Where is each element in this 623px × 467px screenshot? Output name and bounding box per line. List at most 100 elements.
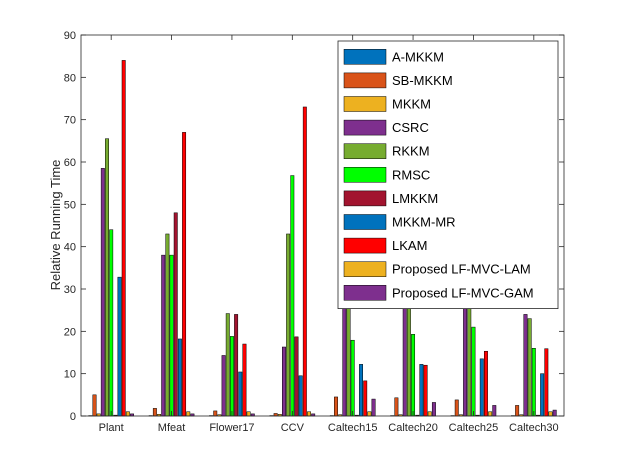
bar-caltech30-series-10 [548, 411, 553, 417]
bar-caltech20-series-6 [411, 334, 416, 417]
bar-caltech15-series-2 [334, 396, 338, 417]
legend-label: SB-MKKM [392, 73, 453, 88]
bar-ccv-series-7 [294, 336, 299, 417]
plot-frame [80, 34, 565, 417]
legend-swatch [343, 190, 387, 207]
bar-mfeat-series-8 [177, 338, 182, 417]
x-tick-label: CCV [281, 422, 305, 434]
bar-mfeat-series-5 [165, 233, 170, 417]
bar-caltech15-series-5 [346, 292, 351, 417]
bar-caltech25-series-2 [454, 399, 459, 417]
y-tick-label: 60 [64, 157, 76, 169]
x-tick-label: Caltech15 [328, 422, 378, 434]
x-tick-label: Caltech30 [509, 422, 559, 434]
bar-caltech20-series-8 [419, 364, 424, 417]
bar-caltech30-series-6 [531, 348, 536, 417]
bar-mfeat-series-10 [186, 411, 191, 417]
bar-flower17-series-8 [238, 371, 243, 417]
legend-swatch [343, 49, 387, 65]
legend-swatch [343, 72, 387, 89]
bar-caltech15-series-6 [350, 339, 355, 417]
x-tick-label: Caltech20 [388, 422, 438, 434]
legend-swatch [343, 237, 387, 254]
legend-label: Proposed LF-MVC-LAM [392, 262, 531, 277]
bar-caltech15-series-10 [367, 411, 372, 417]
bar-plant-series-5 [105, 138, 109, 417]
bar-caltech30-series-4 [523, 314, 528, 417]
bar-flower17-series-10 [246, 411, 251, 417]
bar-ccv-series-6 [290, 175, 295, 417]
x-tick-label: Plant [99, 422, 124, 434]
y-tick-label: 20 [64, 326, 76, 338]
y-tick-label: 10 [64, 369, 76, 381]
legend-label: RMSC [392, 167, 430, 182]
legend-label: MKKM [392, 97, 431, 112]
bar-flower17-series-2 [213, 410, 218, 417]
bar-caltech25-series-11 [492, 405, 497, 417]
legend-swatch [343, 119, 387, 136]
bar-ccv-series-9 [302, 106, 307, 417]
bar-caltech30-series-5 [527, 318, 532, 417]
bar-mfeat-series-2 [152, 408, 157, 417]
legend-label: CSRC [392, 120, 429, 135]
bar-caltech20-series-2 [394, 397, 399, 417]
bar-plant-series-8 [117, 276, 122, 417]
bar-flower17-series-5 [225, 313, 230, 417]
bar-flower17-series-7 [234, 314, 239, 417]
bar-caltech15-series-8 [359, 364, 363, 417]
bar-caltech20-series-9 [423, 364, 428, 417]
legend-label: A-MKKM [392, 49, 444, 64]
bar-caltech30-series-2 [515, 405, 520, 417]
legend-swatch [343, 285, 387, 301]
y-axis-title: Relative Running Time [48, 160, 63, 291]
bar-mfeat-series-7 [173, 212, 178, 417]
bar-caltech15-series-9 [363, 380, 368, 417]
bar-mfeat-series-4 [161, 254, 166, 417]
y-tick-label: 40 [64, 242, 76, 254]
bar-plant-series-4 [100, 168, 105, 417]
legend-label: LMKKM [392, 191, 438, 206]
legend-swatch [343, 96, 387, 112]
x-tick-label: Flower17 [209, 422, 254, 434]
x-tick-label: Mfeat [158, 422, 186, 434]
bar-caltech30-series-11 [552, 409, 557, 417]
x-tick-label: Caltech25 [449, 422, 499, 434]
bar-flower17-series-9 [242, 343, 247, 417]
legend-label: Proposed LF-MVC-GAM [392, 285, 534, 300]
bar-caltech30-series-8 [540, 373, 545, 417]
bar-caltech25-series-9 [483, 350, 488, 417]
bar-mfeat-series-6 [169, 254, 174, 417]
bar-caltech15-series-11 [371, 398, 376, 417]
bar-caltech30-series-9 [544, 348, 549, 417]
bar-flower17-series-4 [221, 355, 226, 417]
bar-ccv-series-4 [282, 346, 286, 417]
legend-swatch [343, 261, 387, 277]
bar-plant-series-10 [125, 411, 130, 417]
y-tick-label: 70 [64, 115, 76, 127]
y-tick-label: 50 [64, 199, 76, 211]
legend-swatch [343, 214, 387, 230]
y-tick-label: 90 [64, 30, 76, 42]
bar-plant-series-9 [121, 60, 126, 417]
legend-label: LKAM [392, 238, 427, 253]
bar-ccv-series-10 [307, 411, 311, 417]
axes-layer: 0 10 20 30 40 50 60 70 80 90 Plant Mfeat Flower17 CCV… [64, 30, 565, 434]
legend-label: MKKM-MR [392, 215, 456, 230]
bar-plant-series-2 [92, 394, 97, 417]
bar-caltech20-series-10 [427, 411, 432, 417]
bar-flower17-series-6 [229, 336, 234, 417]
bar-ccv-series-5 [286, 233, 291, 417]
bar-caltech25-series-10 [488, 411, 493, 417]
legend-label: RKKM [392, 144, 430, 159]
bar-caltech25-series-8 [479, 358, 484, 417]
bar-caltech25-series-6 [471, 326, 476, 417]
legend-swatch [343, 167, 387, 183]
bar-mfeat-series-9 [182, 132, 187, 417]
y-tick-label: 0 [70, 411, 76, 423]
bar-plant-series-6 [109, 229, 114, 417]
legend: A-MKKM SB-MKKM MKKM CSRC RKKM RMSC LMKKM MKKM-M… [337, 40, 559, 310]
bar-ccv-series-8 [298, 375, 303, 417]
bar-caltech20-series-11 [431, 402, 436, 417]
legend-swatch [343, 143, 387, 159]
